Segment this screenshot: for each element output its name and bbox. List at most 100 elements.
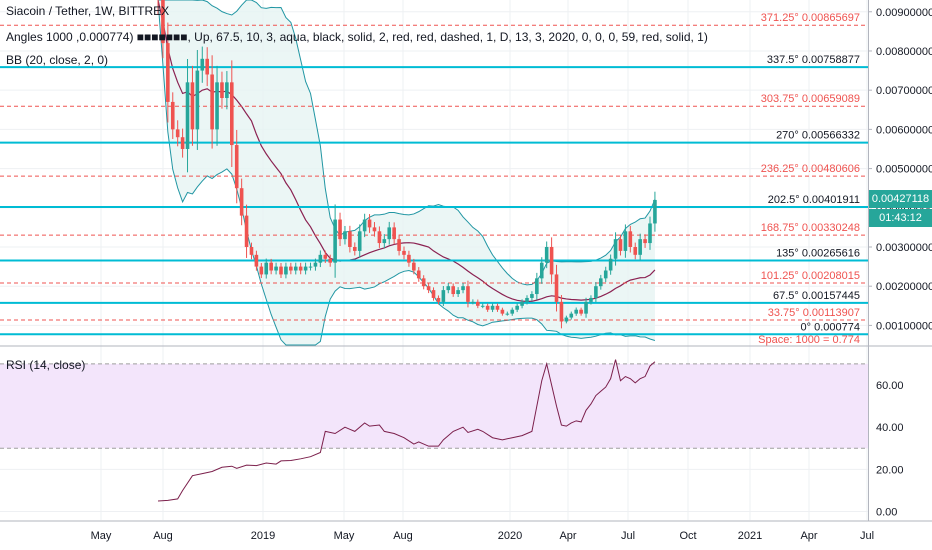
candle-body xyxy=(471,301,475,303)
candle xyxy=(431,287,436,301)
candle xyxy=(175,120,180,147)
candle xyxy=(515,303,519,313)
candle xyxy=(613,232,618,266)
axis-labels: 0.001000000.002000000.003000000.00400000… xyxy=(91,7,932,542)
candle xyxy=(254,250,259,271)
candle-body xyxy=(200,58,205,71)
angle-levels: 0° 0.000774 33.75° 0.00113907 67.5° 0.0015… xyxy=(0,12,868,346)
angle-level-label: 236.25° 0.00480606 xyxy=(761,163,860,175)
candle-body xyxy=(648,223,652,244)
candle xyxy=(412,258,416,275)
candle xyxy=(298,262,303,275)
candle xyxy=(476,299,480,309)
candle xyxy=(510,307,515,316)
candle-body xyxy=(254,254,259,267)
candle-body xyxy=(510,309,515,314)
candle-body xyxy=(303,266,308,271)
candle-body xyxy=(412,262,416,271)
candle xyxy=(220,71,224,109)
price-tick-label: 0.00100000 xyxy=(876,320,932,332)
candle-body xyxy=(244,215,249,247)
candle xyxy=(638,233,642,261)
candle-body xyxy=(274,266,278,271)
candle-body xyxy=(210,74,214,130)
candle-body xyxy=(220,82,224,99)
price-tick-label: 0.00600000 xyxy=(876,124,932,136)
candle-body xyxy=(293,266,298,271)
candle xyxy=(338,212,342,247)
angle-level-label: 67.5° 0.00157445 xyxy=(773,290,860,302)
candle xyxy=(436,295,441,305)
candle xyxy=(367,214,372,233)
bb-legend[interactable]: BB (20, close, 2, 0) xyxy=(6,53,109,67)
candle xyxy=(456,287,460,298)
candle xyxy=(259,262,264,279)
candle xyxy=(313,258,318,271)
candle-body xyxy=(515,305,519,310)
candle-body xyxy=(461,286,465,291)
candle-body xyxy=(579,309,583,314)
rsi-legend[interactable]: RSI (14, close) xyxy=(6,358,86,372)
price-tick-label: 0.00300000 xyxy=(876,242,932,254)
candle xyxy=(421,275,426,290)
candle-body xyxy=(308,266,313,268)
candle xyxy=(564,315,569,324)
candle-body xyxy=(328,258,332,263)
angles-legend[interactable]: Angles 1000 ,0.000774) ■■■■■■■, Up, 67.5… xyxy=(6,30,708,44)
price-candles xyxy=(157,0,657,329)
price-tick-label: 0.00200000 xyxy=(876,281,932,293)
angle-level-label: 337.5° 0.00758877 xyxy=(767,54,860,66)
candle-body xyxy=(544,246,549,263)
candle-body xyxy=(564,317,569,322)
candle-body xyxy=(185,82,190,149)
candle-body xyxy=(599,278,603,287)
candle xyxy=(461,283,465,294)
candle-body xyxy=(520,301,524,306)
candle xyxy=(269,258,273,275)
candle xyxy=(333,204,337,278)
rsi-zone xyxy=(0,363,868,449)
candle-body xyxy=(289,266,293,271)
candle-body xyxy=(175,129,180,138)
time-tick-label: May xyxy=(91,530,112,542)
rsi-tick-label: 20.00 xyxy=(876,464,904,476)
candle-body xyxy=(594,286,598,298)
candle-body xyxy=(234,145,239,189)
time-tick-label: May xyxy=(334,530,355,542)
candle xyxy=(362,213,367,238)
candle-body xyxy=(623,231,628,251)
candle xyxy=(554,264,559,312)
candle-body xyxy=(480,305,485,307)
candle xyxy=(230,60,234,168)
candle xyxy=(584,297,588,318)
candle-body xyxy=(249,246,254,255)
candle xyxy=(200,46,205,83)
bar-countdown-tag: 01:43:12 xyxy=(869,209,932,227)
candle xyxy=(520,299,524,309)
candle xyxy=(544,241,549,269)
candle xyxy=(549,237,554,285)
candle xyxy=(210,55,214,149)
candle xyxy=(195,49,200,150)
candle-body xyxy=(638,239,642,255)
candle-body xyxy=(372,227,377,232)
symbol-legend[interactable]: Siacoin / Tether, 1W, BITTREX xyxy=(6,4,170,18)
candle xyxy=(579,307,583,316)
time-tick-label: Jul xyxy=(860,530,874,542)
candle-body xyxy=(574,309,578,314)
candle xyxy=(180,128,185,158)
candle xyxy=(402,246,406,260)
candle xyxy=(608,254,613,275)
candle-body xyxy=(500,309,505,314)
candle-body xyxy=(318,254,323,263)
candle xyxy=(648,216,652,250)
candle-body xyxy=(431,290,436,298)
candle-body xyxy=(180,137,185,149)
candle-body xyxy=(539,262,544,279)
rsi-tick-label: 60.00 xyxy=(876,380,904,392)
angle-level-label: 202.5° 0.00401911 xyxy=(768,194,860,206)
candle xyxy=(559,295,564,329)
time-tick-label: Oct xyxy=(679,530,696,542)
candle xyxy=(318,250,323,268)
